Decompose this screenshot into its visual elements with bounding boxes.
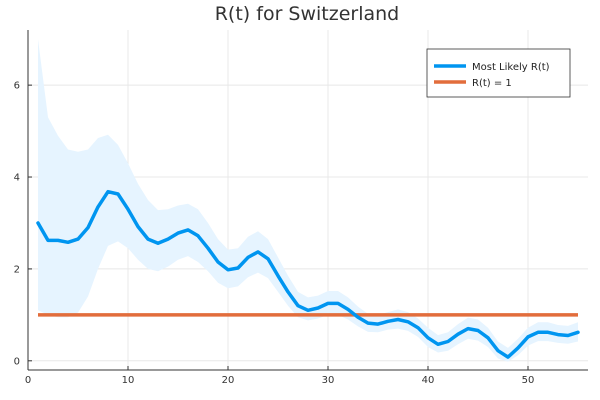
x-ticks: 0 10 20 30 40 50: [25, 366, 535, 386]
legend-label-most-likely: Most Likely R(t): [472, 62, 550, 73]
legend-box: [426, 48, 571, 98]
x-tick-label: 50: [522, 375, 535, 386]
x-tick-label: 0: [25, 375, 31, 386]
uncertainty-band: [38, 39, 578, 362]
axes: [27, 30, 588, 371]
y-tick-label: 6: [14, 81, 20, 92]
y-tick-label: 4: [14, 173, 20, 184]
x-tick-label: 20: [222, 375, 235, 386]
chart-title: R(t) for Switzerland: [215, 3, 400, 25]
x-tick-label: 30: [322, 375, 335, 386]
legend-label-reference: R(t) = 1: [472, 78, 512, 89]
x-tick-label: 40: [422, 375, 435, 386]
y-ticks: 0 2 4 6: [14, 81, 32, 367]
most-likely-line: [36, 189, 580, 359]
x-tick-label: 10: [122, 375, 135, 386]
y-tick-label: 0: [14, 356, 20, 367]
uncertainty-band-area: [38, 39, 578, 362]
y-tick-label: 2: [14, 264, 20, 275]
legend: Most Likely R(t) R(t) = 1: [426, 48, 571, 98]
series-lines: [36, 189, 580, 359]
